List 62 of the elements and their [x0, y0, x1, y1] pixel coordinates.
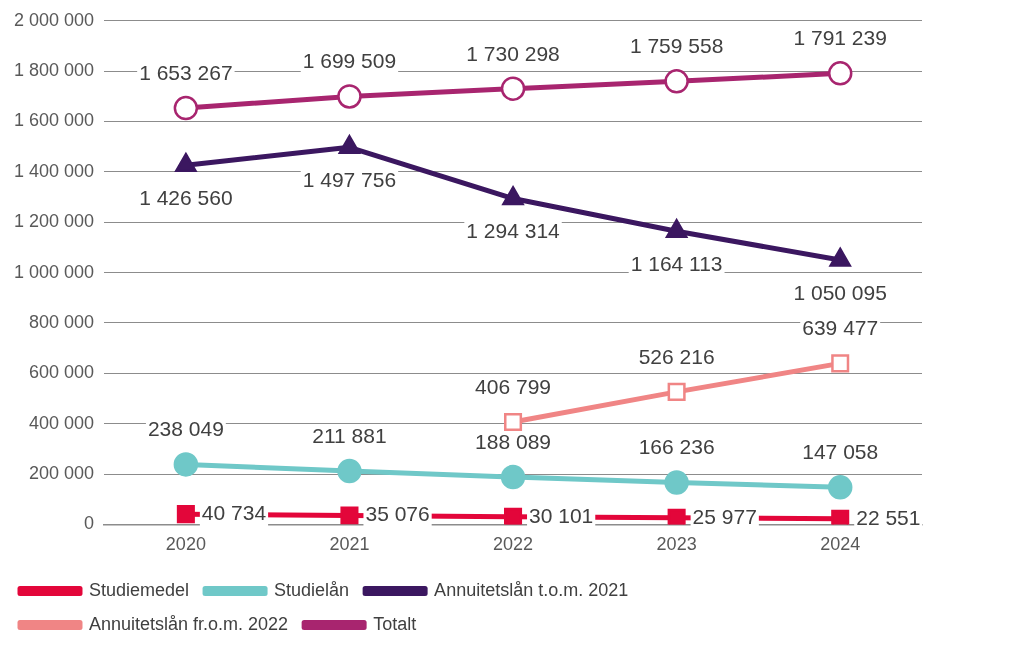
data-label: 406 799: [475, 374, 551, 398]
legend-label: Annuitetslån t.o.m. 2021: [434, 579, 629, 600]
data-label: 211 881: [312, 423, 387, 447]
point: [667, 382, 686, 401]
point: [827, 61, 853, 86]
point: [173, 452, 199, 477]
y-tick-label: 2 000 000: [14, 9, 95, 30]
data-label: 1 426 560: [139, 185, 233, 209]
data-label: 1 294 314: [466, 219, 561, 243]
y-tick-label: 200 000: [29, 463, 95, 484]
legend-label: Totalt: [373, 613, 417, 634]
data-label: 25 977: [692, 504, 757, 528]
point: [504, 412, 523, 431]
point: [340, 506, 359, 525]
data-label: 1 730 298: [466, 41, 560, 65]
point: [664, 69, 689, 94]
y-tick-label: 1 400 000: [14, 160, 95, 181]
x-tick-label: 2022: [493, 534, 534, 555]
x-tick-label: 2023: [656, 534, 697, 555]
point: [500, 464, 526, 490]
data-label: 639 477: [802, 316, 879, 340]
y-tick-label: 1 800 000: [14, 60, 95, 81]
data-label: 1 497 756: [302, 168, 397, 192]
data-label: 30 101: [529, 503, 594, 527]
data-label: 188 089: [475, 429, 551, 453]
point: [664, 470, 689, 495]
y-tick-label: 0: [84, 513, 95, 534]
data-label: 1 050 095: [793, 280, 887, 304]
data-label: 238 049: [147, 417, 224, 441]
data-label: 40 734: [201, 500, 267, 524]
point: [500, 76, 526, 101]
data-label: 526 216: [638, 344, 715, 368]
data-label: 1 759 558: [629, 34, 724, 58]
point: [827, 475, 853, 500]
legend-label: Studielån: [274, 579, 350, 600]
legend-label: Annuitetslån fr.o.m. 2022: [89, 613, 289, 634]
point: [337, 458, 362, 484]
data-label: 22 551: [856, 505, 921, 529]
point: [831, 354, 850, 373]
data-label: 147 058: [802, 440, 879, 464]
data-label: 166 236: [638, 435, 715, 459]
y-tick-label: 1 200 000: [14, 211, 95, 232]
y-tick-label: 600 000: [29, 362, 95, 383]
point: [667, 508, 686, 525]
data-label: 1 699 509: [302, 49, 397, 73]
data-label: 1 164 113: [630, 252, 723, 276]
x-tick-label: 2020: [165, 534, 206, 555]
data-label: 1 653 267: [139, 60, 233, 84]
data-label: 35 076: [365, 502, 430, 526]
y-tick-label: 800 000: [29, 311, 95, 332]
point: [337, 84, 362, 109]
y-tick-label: 1 000 000: [14, 261, 95, 282]
y-tick-label: 1 600 000: [14, 110, 95, 131]
point: [831, 509, 850, 525]
x-tick-label: 2024: [820, 534, 861, 555]
y-tick-label: 400 000: [29, 412, 95, 433]
point: [504, 507, 523, 525]
point: [176, 505, 195, 524]
legend-label: Studiemedel: [89, 579, 190, 600]
data-label: 1 791 239: [793, 26, 887, 50]
point: [173, 95, 199, 121]
x-tick-label: 2021: [329, 534, 370, 555]
